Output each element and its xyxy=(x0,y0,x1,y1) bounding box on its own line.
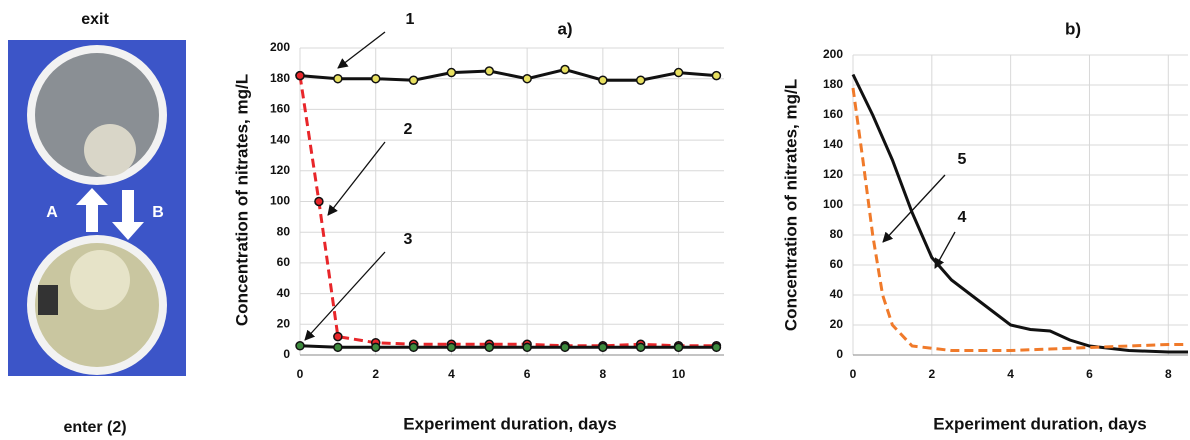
lower-fitting xyxy=(38,285,58,315)
y-tick-label: 0 xyxy=(283,347,290,361)
point xyxy=(598,75,608,85)
series-annotation: 3 xyxy=(404,231,413,248)
series-annotation: 5 xyxy=(958,151,967,168)
x-tick-label: 8 xyxy=(1165,367,1172,381)
x-tick-label: 8 xyxy=(600,367,607,381)
x-tick-label: 0 xyxy=(850,367,857,381)
point xyxy=(370,342,381,353)
x-tick-label: 4 xyxy=(1007,367,1014,381)
chart-title: a) xyxy=(557,19,572,38)
series-annotation: 2 xyxy=(404,121,413,138)
point xyxy=(484,66,495,76)
series-line xyxy=(851,73,1188,354)
x-tick-label: 0 xyxy=(297,367,304,381)
y-tick-label: 160 xyxy=(270,102,290,116)
lower-filter xyxy=(70,250,130,310)
point xyxy=(446,342,457,353)
y-tick-label: 80 xyxy=(277,224,291,238)
y-axis-label: Concentration of nitrates, mg/L xyxy=(232,74,251,326)
annotation-arrow xyxy=(882,174,946,243)
y-tick-label: 140 xyxy=(270,132,290,146)
y-tick-label: 160 xyxy=(823,107,843,121)
y-tick-label: 60 xyxy=(277,255,291,269)
y-tick-label: 20 xyxy=(830,317,844,331)
point xyxy=(522,73,532,84)
photo: exit enter (2) A B xyxy=(8,11,186,436)
y-tick-label: 200 xyxy=(823,47,843,61)
annotation-arrow xyxy=(327,141,386,216)
annotation-arrow xyxy=(337,31,386,69)
annotation-arrow xyxy=(934,231,956,269)
y-tick-label: 100 xyxy=(270,194,290,208)
point xyxy=(560,342,570,353)
y-tick-label: 40 xyxy=(830,287,844,301)
point xyxy=(446,67,457,78)
y-tick-label: 40 xyxy=(277,286,291,300)
point xyxy=(635,342,646,353)
arrow-down xyxy=(112,190,144,240)
y-tick-label: 140 xyxy=(823,137,843,151)
point xyxy=(711,70,722,81)
y-tick-label: 180 xyxy=(270,71,290,85)
x-tick-label: 2 xyxy=(372,367,379,381)
y-tick-label: 100 xyxy=(823,197,843,211)
arrow-b-label: B xyxy=(152,204,164,221)
point xyxy=(370,73,381,84)
series-line xyxy=(299,67,717,82)
point xyxy=(295,70,305,81)
y-tick-label: 200 xyxy=(270,40,290,54)
y-tick-label: 80 xyxy=(830,227,844,241)
upper-filter xyxy=(84,124,136,176)
series-annotation: 4 xyxy=(958,209,967,226)
chart-title: b) xyxy=(1065,19,1081,38)
point xyxy=(522,342,532,353)
point xyxy=(408,75,419,85)
point xyxy=(333,73,343,84)
point xyxy=(333,331,343,342)
x-axis-label: Experiment duration, days xyxy=(933,414,1147,433)
y-tick-label: 180 xyxy=(823,77,843,91)
photo-top-label: exit xyxy=(81,11,109,28)
x-tick-label: 2 xyxy=(928,367,935,381)
photo-bottom-label: enter (2) xyxy=(63,419,126,436)
point xyxy=(295,341,305,351)
series-line xyxy=(298,75,717,348)
y-axis-label: Concentration of nitrates, mg/L xyxy=(781,79,800,331)
point xyxy=(673,67,684,78)
y-tick-label: 120 xyxy=(823,167,843,181)
x-tick-label: 6 xyxy=(524,367,531,381)
point xyxy=(408,342,419,353)
point xyxy=(673,342,684,353)
point xyxy=(598,342,608,353)
y-tick-label: 60 xyxy=(830,257,844,271)
point xyxy=(635,75,646,85)
point xyxy=(314,196,324,207)
point xyxy=(333,342,343,353)
series-line xyxy=(299,344,717,349)
y-tick-label: 0 xyxy=(836,347,843,361)
x-axis-label: Experiment duration, days xyxy=(403,414,617,433)
x-tick-label: 6 xyxy=(1086,367,1093,381)
x-tick-label: 10 xyxy=(672,367,686,381)
arrow-a-label: A xyxy=(46,204,58,221)
y-tick-label: 20 xyxy=(277,316,291,330)
series-annotation: 1 xyxy=(406,11,415,28)
series-line xyxy=(851,87,1188,352)
annotation-arrow xyxy=(304,251,386,341)
point xyxy=(560,64,570,75)
arrow-up xyxy=(76,188,108,232)
point xyxy=(711,342,722,353)
x-tick-label: 4 xyxy=(448,367,455,381)
y-tick-label: 120 xyxy=(270,163,290,177)
point xyxy=(484,342,495,353)
